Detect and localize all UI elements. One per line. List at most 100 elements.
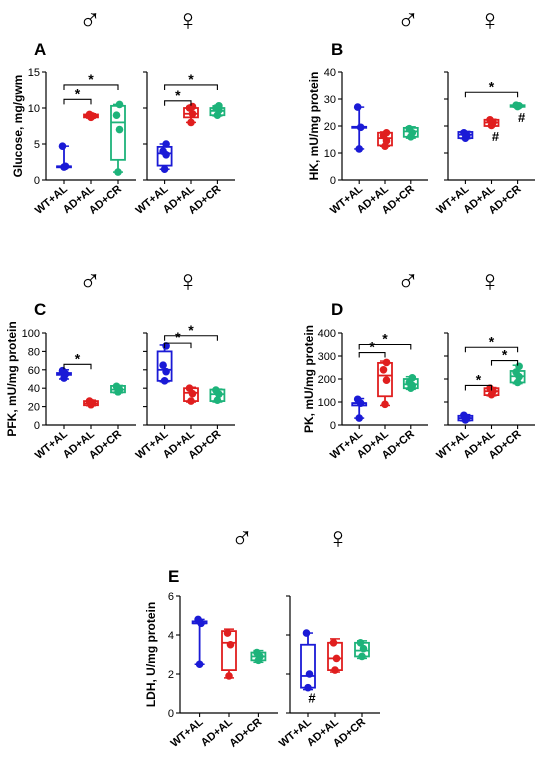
y-tick-label: 40 [28, 383, 40, 395]
significance-bracket [164, 335, 218, 341]
male-symbol: ♂ [231, 522, 254, 555]
data-point [213, 396, 222, 404]
data-point [85, 397, 94, 405]
female-symbol: ♀ [479, 265, 502, 298]
significance-bracket [63, 363, 92, 370]
significance-bracket [63, 84, 119, 90]
y-tick-label: 15 [28, 67, 40, 79]
data-point [215, 102, 223, 110]
significance-star: * [489, 78, 495, 94]
data-point [114, 168, 122, 176]
y-tick-label: 80 [28, 346, 40, 358]
data-point [112, 111, 121, 119]
significance-bracket [464, 384, 493, 391]
panel-letter: A [34, 40, 46, 59]
data-point [160, 377, 169, 385]
x-tick-label: AD+CR [227, 716, 264, 750]
significance-bracket [63, 98, 92, 105]
significance-star: * [175, 329, 181, 345]
significance-star: * [382, 331, 388, 347]
data-point [460, 411, 468, 420]
data-point [382, 376, 391, 384]
y-tick-label: 10 [324, 148, 336, 160]
y-tick-label: 20 [324, 121, 336, 133]
data-point [223, 629, 232, 637]
data-point [188, 102, 197, 111]
data-point [162, 140, 170, 148]
data-point [382, 128, 391, 137]
data-point [353, 395, 362, 404]
data-point [162, 367, 170, 376]
female-symbol: ♀ [479, 4, 502, 37]
data-point [355, 145, 364, 153]
data-point [226, 640, 235, 649]
significance-bracket [464, 346, 519, 353]
data-point [381, 400, 389, 409]
data-point [58, 366, 67, 375]
significance-bracket [358, 352, 386, 358]
female-symbol: ♀ [327, 522, 350, 555]
y-tick-label: 20 [28, 402, 40, 414]
y-tick-label: 200 [318, 374, 336, 386]
data-point [355, 414, 364, 422]
data-point [358, 652, 366, 661]
data-point [195, 660, 204, 669]
panel-B-female: WT+AL#AD+AL#AD+CR* [434, 71, 535, 217]
significance-star: * [75, 350, 81, 366]
y-tick-label: 0 [168, 708, 174, 720]
data-point [486, 115, 494, 124]
data-point [512, 101, 520, 110]
y-tick-label: 60 [28, 365, 40, 377]
significance-star: * [188, 322, 194, 338]
data-point [382, 358, 391, 367]
data-point [160, 165, 169, 173]
data-point [359, 644, 368, 653]
data-point [212, 386, 220, 394]
data-point [302, 629, 311, 637]
panel-letter: C [34, 300, 46, 319]
female-symbol: ♀ [177, 265, 200, 298]
significance-bracket [358, 343, 412, 350]
y-tick-label: 0 [34, 420, 40, 432]
data-point [185, 384, 194, 393]
male-symbol: ♂ [79, 265, 102, 298]
data-point [408, 374, 417, 382]
data-point [515, 362, 523, 371]
significance-star: * [75, 85, 81, 101]
panel-letter: B [331, 40, 343, 59]
data-point [332, 654, 341, 663]
data-point [159, 361, 167, 370]
significance-star: * [502, 347, 508, 363]
y-tick-label: 100 [318, 397, 336, 409]
y-tick-label: 6 [168, 591, 174, 603]
significance-star: * [369, 339, 375, 355]
significance-bracket [164, 84, 218, 90]
data-point [85, 110, 94, 119]
data-point [187, 397, 195, 405]
male-symbol: ♂ [397, 4, 420, 37]
y-tick-label: 400 [318, 328, 336, 340]
data-point [253, 648, 261, 657]
data-point [115, 100, 124, 109]
y-tick-label: 0 [34, 175, 40, 187]
significance-star: * [175, 87, 181, 103]
y-tick-label: 4 [168, 630, 174, 642]
data-point [159, 147, 167, 155]
data-point [379, 366, 388, 374]
data-point [304, 683, 312, 692]
data-point [112, 382, 121, 391]
data-point [353, 103, 362, 111]
data-point [460, 128, 468, 137]
significance-hash: # [518, 110, 526, 125]
data-point [61, 162, 70, 171]
y-tick-label: 2 [168, 669, 174, 681]
significance-bracket [464, 91, 519, 98]
significance-hash: # [308, 691, 316, 706]
